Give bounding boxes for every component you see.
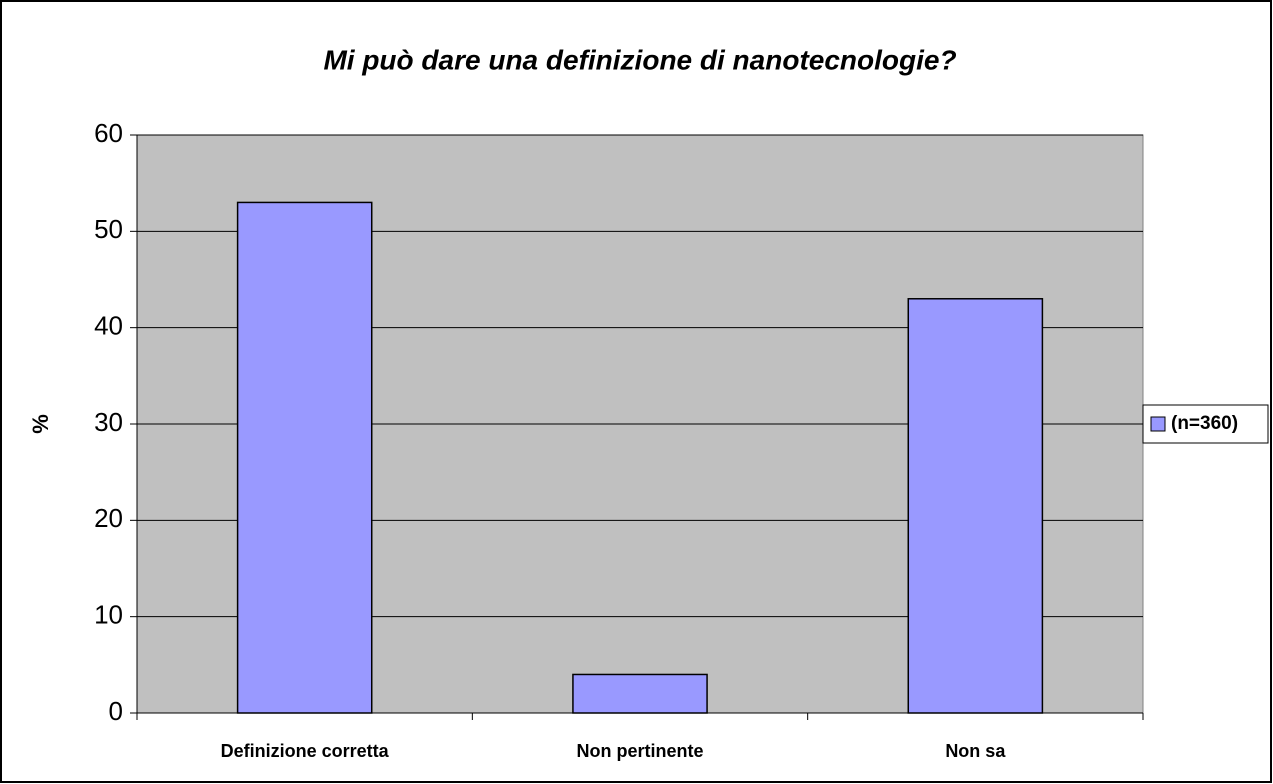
y-tick-label: 0 <box>109 696 123 726</box>
y-tick-label: 60 <box>94 118 123 148</box>
y-tick-label: 40 <box>94 311 123 341</box>
y-tick-label: 10 <box>94 600 123 630</box>
y-axis-label: % <box>28 414 53 434</box>
chart-title: Mi può dare una definizione di nanotecno… <box>323 44 956 75</box>
x-tick-label: Definizione corretta <box>221 741 390 761</box>
legend-label: (n=360) <box>1171 413 1238 434</box>
bar <box>236 201 373 714</box>
bar <box>572 673 708 714</box>
bar <box>907 298 1044 714</box>
y-tick-label: 20 <box>94 503 123 533</box>
y-tick-label: 30 <box>94 407 123 437</box>
legend-swatch <box>1150 416 1166 432</box>
x-tick-label: Non sa <box>945 741 1006 761</box>
y-tick-label: 50 <box>94 214 123 244</box>
x-tick-label: Non pertinente <box>576 741 703 761</box>
